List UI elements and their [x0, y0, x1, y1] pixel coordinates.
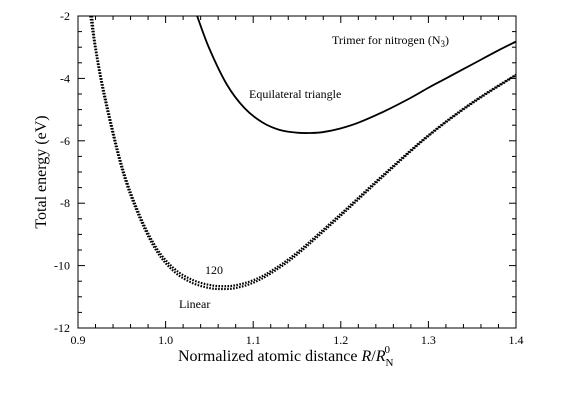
x-tick-label: 1.3	[421, 333, 436, 347]
x-tick-label: 1.2	[333, 333, 348, 347]
annotation-120: 120	[205, 263, 223, 277]
annotation-trimer: Trimer for nitrogen (N3)	[332, 33, 449, 49]
annotation-linear: Linear	[179, 297, 210, 311]
y-tick-label: -2	[60, 9, 70, 23]
y-tick-label: -10	[54, 259, 70, 273]
y-tick-label: -6	[60, 134, 70, 148]
y-tick-label: -8	[60, 196, 70, 210]
x-tick-label: 1.1	[246, 333, 261, 347]
x-tick-label: 1.0	[158, 333, 173, 347]
x-axis-title: Normalized atomic distance R/RN0	[178, 344, 394, 369]
x-tick-labels: 0.9 1.0 1.1 1.2 1.3 1.4	[71, 333, 524, 347]
plot-frame	[77, 15, 517, 329]
annotation-equilateral-triangle: Equilateral triangle	[249, 87, 341, 101]
axis-ticks	[77, 15, 517, 329]
x-tick-label: 0.9	[71, 333, 86, 347]
series-line-linear	[89, 16, 516, 291]
y-tick-label: -4	[60, 71, 70, 85]
series-line-equilateral-triangle	[196, 16, 516, 134]
series-line-120	[90, 16, 516, 288]
data-series	[89, 16, 516, 291]
y-axis-title: Total energy (eV)	[33, 115, 50, 228]
x-tick-label: 1.4	[509, 333, 524, 347]
y-tick-label: -12	[54, 321, 70, 335]
y-tick-labels: -12 -10 -8 -6 -4 -2	[54, 9, 70, 335]
